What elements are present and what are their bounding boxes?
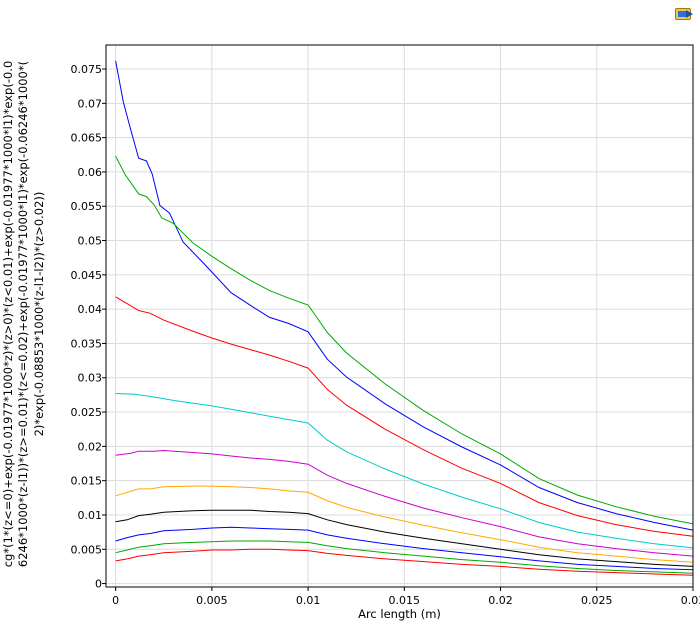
y-tick-label: 0.025 (71, 406, 103, 419)
y-tick-label: 0.04 (78, 303, 103, 316)
y-tick-label: 0.035 (71, 337, 103, 350)
y-tick-label: 0.02 (78, 440, 103, 453)
x-tick-label: 0 (112, 594, 119, 607)
series-line-4 (115, 393, 694, 549)
y-axis-ticks: 0 0.005 0.01 0.015 0.02 0.025 0.03 0.035 0.04 0.0… (71, 63, 106, 591)
x-tick-label: 0.015 (389, 594, 421, 607)
y-tick-label: 0.075 (71, 63, 103, 76)
y-tick-label: 0.045 (71, 269, 103, 282)
image-export-icon[interactable] (674, 6, 694, 22)
grid-lines (106, 45, 694, 587)
series-line-8 (115, 526, 694, 571)
y-tick-label: 0.065 (71, 132, 103, 145)
x-tick-label: 0.01 (296, 594, 321, 607)
x-tick-label: 0.03 (681, 594, 700, 607)
series-line-7 (115, 509, 694, 567)
x-axis-label: Arc length (m) (358, 607, 441, 621)
y-axis-label-line-3: 2)*exp(-0.08853*1000*(z-l1-l2))*(z>0.02)… (32, 192, 46, 437)
y-axis-label-line-1: cg*(1*(z<=0)+exp(-0.01977*1000*z)*(z>0)*… (1, 61, 15, 568)
series-line-2 (115, 155, 694, 525)
x-tick-label: 0.005 (196, 594, 228, 607)
x-axis-ticks: 0 0.005 0.01 0.015 0.02 0.025 0.03 (112, 587, 700, 607)
series-line-1 (115, 60, 694, 531)
y-tick-label: 0.05 (78, 235, 103, 248)
y-tick-label: 0 (95, 578, 102, 591)
y-tick-label: 0.055 (71, 200, 103, 213)
series-line-9 (115, 540, 694, 574)
y-tick-label: 0.01 (78, 509, 103, 522)
series-layer (115, 60, 694, 576)
series-line-6 (115, 485, 694, 563)
series-line-5 (115, 449, 694, 557)
plot-area-frame (105, 44, 694, 588)
series-line-3 (115, 296, 694, 537)
y-tick-label: 0.06 (78, 166, 103, 179)
y-axis-label-line-2: 6246*1000*(z-l1))*(z>=0.01)*(z<=0.02)+ex… (16, 61, 30, 567)
y-tick-label: 0.07 (78, 97, 103, 110)
y-tick-label: 0.015 (71, 475, 103, 488)
x-tick-label: 0.02 (488, 594, 513, 607)
x-tick-label: 0.025 (581, 594, 613, 607)
series-line-10 (115, 548, 694, 576)
y-axis-label: cg*(1*(z<=0)+exp(-0.01977*1000*z)*(z>0)*… (1, 61, 46, 568)
y-tick-label: 0.005 (71, 543, 103, 556)
y-tick-label: 0.03 (78, 372, 103, 385)
